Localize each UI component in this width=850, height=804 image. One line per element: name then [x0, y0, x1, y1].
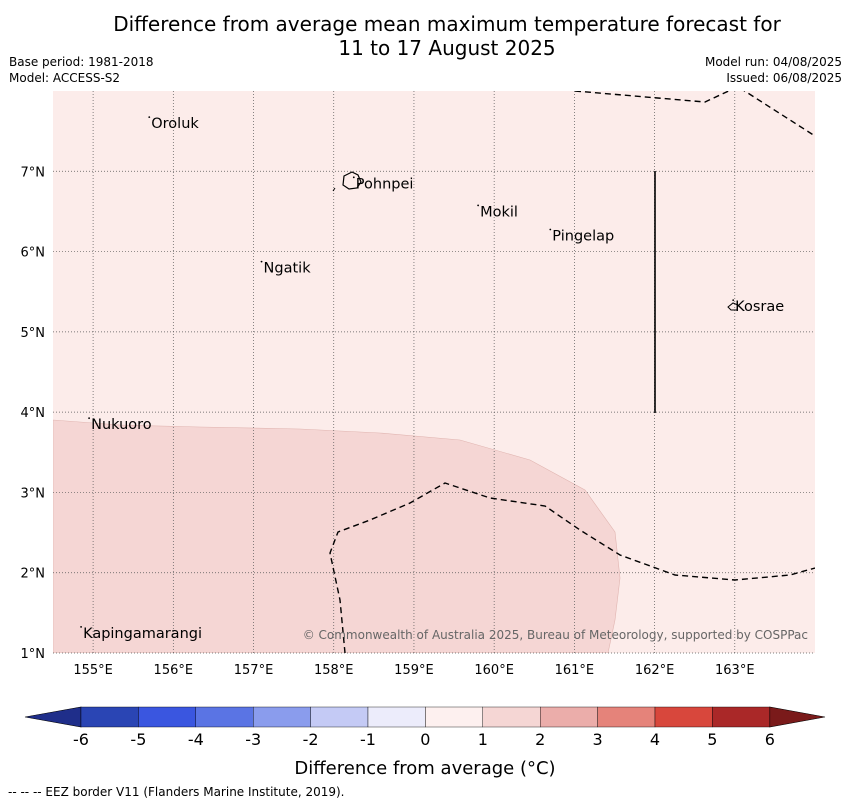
lat-tick-label: 4°N	[21, 406, 46, 421]
lat-tick-label: 5°N	[21, 326, 46, 341]
model-name: Model: ACCESS-S2	[9, 71, 121, 85]
meta-right: Model run: 04/08/2025 Issued: 06/08/2025	[705, 54, 842, 86]
colorbar-segment	[654, 706, 713, 728]
lat-tick-label: 7°N	[21, 165, 46, 180]
place-marker	[148, 116, 151, 119]
lon-tick-label: 160°E	[474, 663, 514, 678]
place-label: Nukuoro	[91, 417, 152, 433]
lon-tick-label: 163°E	[715, 663, 755, 678]
map-title-line2: 11 to 17 August 2025	[338, 36, 556, 60]
colorbar-tick-label: 4	[650, 730, 660, 749]
colorbar-segment	[195, 706, 254, 728]
colorbar-extend-high	[769, 706, 826, 728]
colorbar: -6 -5 -4 -3 -2 -1 0 1 2 3 4 5 6	[24, 706, 826, 749]
place-marker	[732, 299, 735, 302]
place-label: Kapingamarangi	[83, 626, 202, 642]
kosrae-island-shape	[727, 302, 739, 311]
place-labels: Oroluk Pohnpei Mokil Pingelap Ngatik Kosrae Nu…	[80, 116, 784, 642]
lon-tick-label: 162°E	[635, 663, 675, 678]
place-marker	[352, 176, 355, 179]
colorbar-tick-label: -3	[245, 730, 261, 749]
eez-border-north	[574, 91, 731, 103]
lat-tick-label: 6°N	[21, 246, 46, 261]
lon-tick-label: 159°E	[394, 663, 434, 678]
place-label: Pohnpei	[356, 176, 414, 192]
pohnpei-islet-mark	[332, 187, 336, 192]
colorbar-segment	[310, 706, 369, 728]
anomaly-region-1-to-2	[53, 419, 621, 653]
place-marker	[260, 260, 263, 263]
colorbar-tick-label: 3	[593, 730, 603, 749]
eez-border-south	[329, 482, 815, 653]
eez-border	[329, 91, 815, 653]
lon-tick-label: 156°E	[154, 663, 194, 678]
copyright-text: © Commonwealth of Australia 2025, Bureau…	[303, 628, 808, 642]
colorbar-segment	[252, 706, 311, 728]
model-run: Model run: 04/08/2025	[704, 55, 842, 69]
colorbar-segment	[597, 706, 656, 728]
place-marker	[80, 626, 82, 628]
colorbar-tick-label: -6	[73, 730, 89, 749]
eez-footnote: -- -- -- EEZ border V11 (Flanders Marine…	[8, 785, 345, 799]
colorbar-label: Difference from average (°C)	[294, 758, 555, 779]
lon-tick-label: 158°E	[314, 663, 354, 678]
colorbar-segment	[482, 706, 541, 728]
colorbar-tick-label: 5	[707, 730, 717, 749]
lon-tick-label: 157°E	[234, 663, 274, 678]
colorbar-tick-label: -1	[360, 730, 376, 749]
colorbar-segment	[712, 706, 771, 728]
lat-tick-labels: 1°N 2°N 3°N 4°N 5°N 6°N 7°N	[21, 165, 46, 662]
colorbar-tick-label: -5	[130, 730, 146, 749]
map-title-line1: Difference from average mean maximum tem…	[113, 12, 781, 36]
base-period: Base period: 1981-2018	[9, 55, 154, 69]
colorbar-tick-label: 2	[535, 730, 545, 749]
colorbar-segment	[540, 706, 598, 728]
eez-border-northeast	[743, 91, 815, 137]
map-title: Difference from average mean maximum tem…	[0, 12, 850, 60]
colorbar-segment	[80, 706, 139, 728]
place-label: Mokil	[480, 204, 518, 220]
colorbar-segment	[367, 706, 426, 728]
place-marker	[549, 228, 552, 231]
lon-tick-label: 155°E	[73, 663, 113, 678]
lat-tick-label: 2°N	[21, 567, 46, 582]
lat-tick-label: 3°N	[21, 486, 46, 501]
colorbar-tick-label: -2	[303, 730, 319, 749]
colorbar-segment	[138, 706, 196, 728]
place-label: Kosrae	[735, 299, 784, 315]
colorbar-tick-label: 6	[765, 730, 775, 749]
lon-tick-labels: 155°E 156°E 157°E 158°E 159°E 160°E 161°E 162°E…	[73, 663, 754, 678]
colorbar-tick-label: -4	[188, 730, 204, 749]
colorbar-tick-label: 1	[478, 730, 488, 749]
colorbar-extend-low	[24, 706, 82, 728]
colorbar-segment	[425, 706, 483, 728]
place-marker	[88, 417, 90, 420]
place-label: Ngatik	[264, 261, 312, 277]
place-label: Oroluk	[151, 116, 199, 132]
lon-tick-label: 161°E	[555, 663, 595, 678]
pohnpei-island-shape	[342, 171, 362, 190]
colorbar-tick-label: 0	[420, 730, 430, 749]
place-marker	[477, 204, 480, 207]
meta-left: Base period: 1981-2018 Model: ACCESS-S2	[9, 54, 154, 86]
place-label: Pingelap	[552, 229, 614, 245]
lat-tick-label: 1°N	[21, 647, 46, 662]
issued-date: Issued: 06/08/2025	[726, 71, 842, 85]
